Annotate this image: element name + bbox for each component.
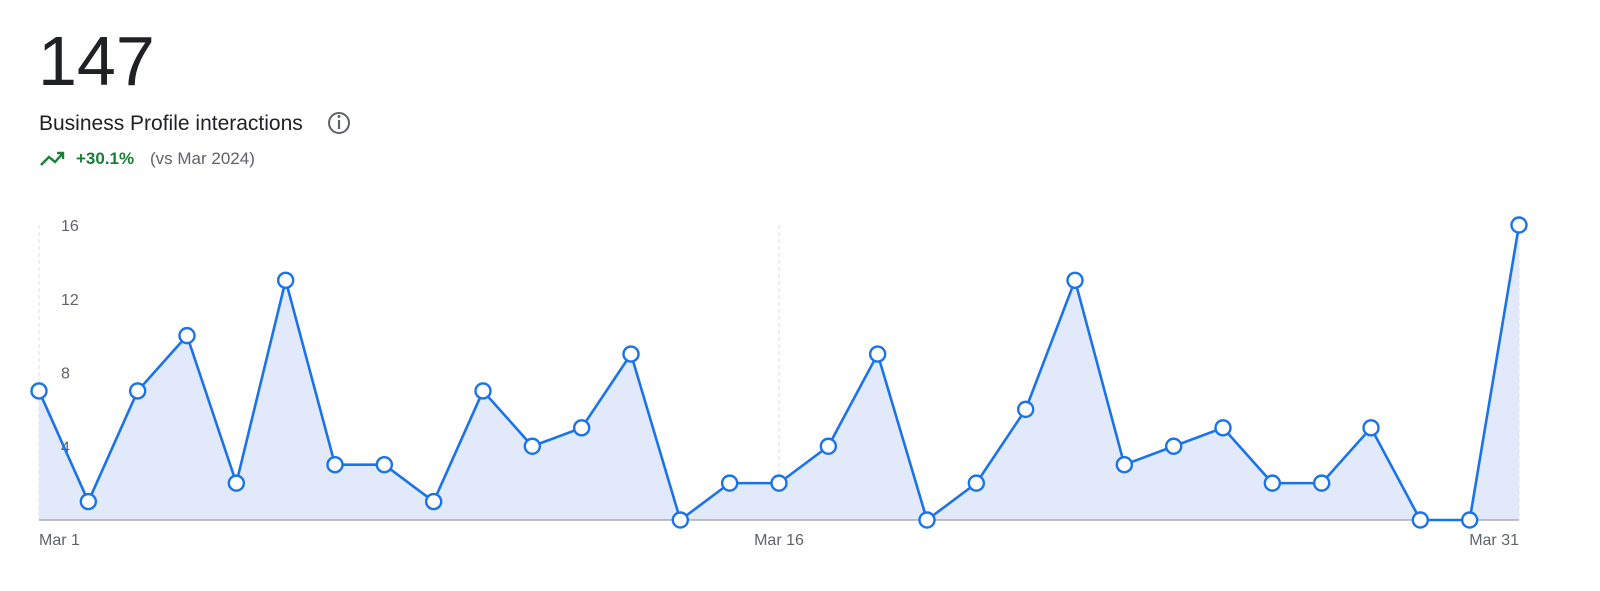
area [39,225,1519,520]
point [79,492,98,511]
point [227,474,246,492]
total: 147 [38,22,155,100]
point [375,455,394,474]
point [1115,455,1134,474]
point [128,382,147,400]
trend-icon [40,151,65,166]
point [474,382,492,400]
info-icon[interactable] [328,112,350,134]
y-tick-label: 8 [61,366,70,383]
point [868,345,887,363]
point [1411,511,1430,529]
point [30,382,48,400]
chart-title: Business Profile interactions [39,112,303,135]
comparison: (vs Mar 2024) [150,149,255,168]
point [819,437,838,455]
point [967,474,986,492]
point [1214,419,1232,437]
point [1066,271,1084,290]
point [326,455,344,474]
point [523,437,542,455]
point [1362,419,1380,437]
point [572,419,591,437]
point [622,345,640,363]
point [1016,400,1035,419]
point [1263,474,1282,492]
x-tick-label: Mar 31 [1469,532,1519,549]
point [276,271,295,290]
x-tick-label: Mar 1 [39,532,80,549]
y-tick-label: 12 [61,292,79,309]
point [1460,511,1479,529]
y-tick-label: 16 [61,218,79,235]
point [1164,437,1183,455]
change: +30.1% [76,149,134,168]
point [918,511,936,529]
point [424,492,443,511]
point [178,326,196,345]
x-tick-label: Mar 16 [754,532,804,549]
point [720,474,739,492]
point [770,474,788,492]
point [1312,474,1331,492]
point [671,511,690,529]
point [1510,216,1528,234]
